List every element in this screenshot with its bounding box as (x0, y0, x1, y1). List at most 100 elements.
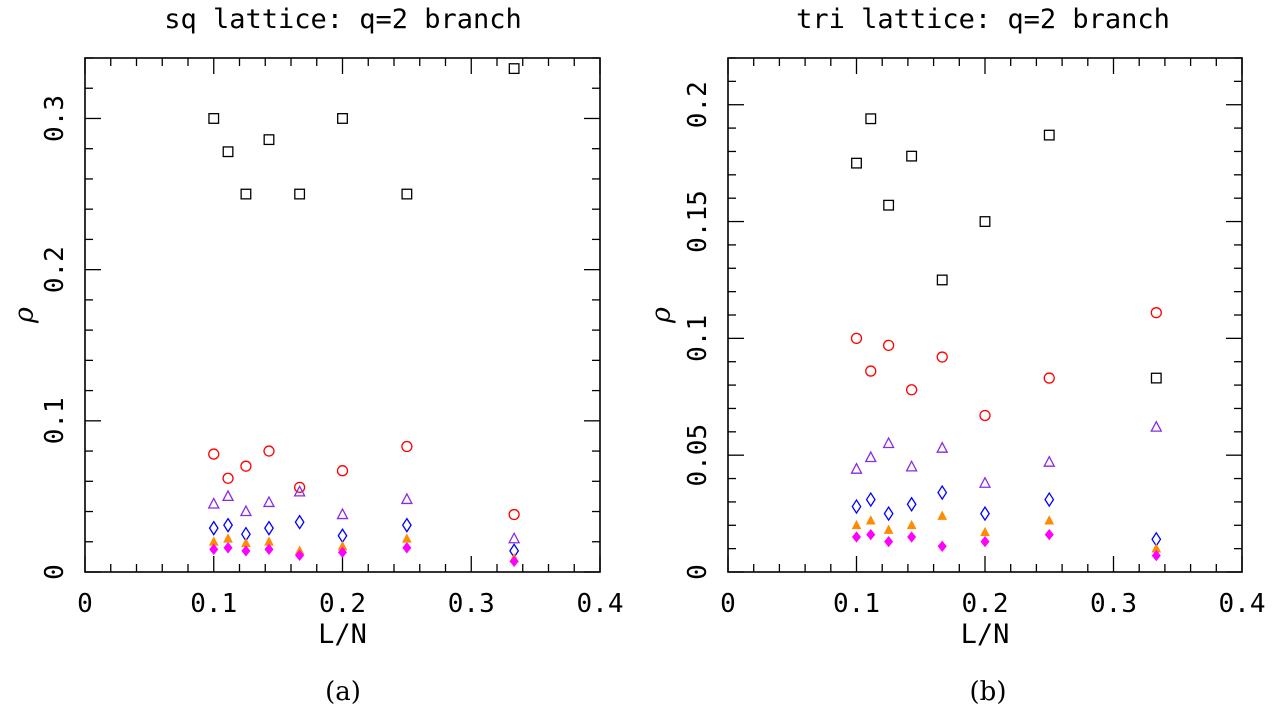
data-point-filled-diamond (1151, 550, 1161, 562)
data-point-open-square (1150, 372, 1162, 384)
data-point-open-triangle (293, 484, 306, 497)
data-point-open-circle (293, 481, 306, 493)
data-point-filled-triangle (937, 510, 948, 520)
chart-panel-b: 0 0.1 0.2 0.3 0.4 0 0.05 0.1 0.15 0.2 tri lattice:… (646, 4, 1265, 707)
series-open-diamond (208, 514, 520, 559)
series-open-circle (850, 307, 1162, 422)
x-tick-label: 0.1 (190, 589, 237, 619)
data-point-open-circle (401, 440, 413, 453)
x-tick-label: 0.2 (319, 589, 366, 619)
data-point-open-triangle (239, 504, 253, 517)
series-open-diamond (851, 484, 1162, 547)
data-point-open-square (906, 150, 918, 162)
series-filled-triangle (851, 510, 1162, 553)
data-point-open-circle (850, 332, 863, 345)
data-point-filled-triangle (865, 515, 876, 525)
data-point-open-circle (208, 448, 220, 460)
data-point-open-diamond (337, 528, 348, 544)
x-axis-label: L/N (318, 619, 367, 650)
x-axis-label: L/N (961, 619, 1010, 650)
data-point-filled-triangle (851, 519, 862, 530)
data-point-open-triangle (850, 462, 863, 474)
x-tick-label: 0.2 (962, 589, 1009, 619)
data-point-open-square (865, 113, 877, 125)
x-tick-label: 0 (720, 589, 736, 619)
data-point-open-triangle (336, 507, 349, 520)
data-point-filled-diamond (295, 549, 305, 562)
data-point-open-diamond (980, 505, 990, 522)
data-point-open-triangle (1043, 455, 1056, 467)
data-point-filled-triangle (1044, 515, 1055, 525)
data-point-filled-diamond (337, 546, 348, 558)
data-point-filled-triangle (402, 533, 412, 543)
y-tick-label: 0 (683, 564, 713, 580)
data-point-open-circle (1150, 307, 1162, 319)
series-open-triangle (850, 420, 1163, 488)
data-point-filled-diamond (884, 535, 894, 548)
data-point-filled-diamond (402, 542, 412, 554)
y-tick-label: 0.15 (683, 190, 713, 253)
chart-title: tri lattice: q=2 branch (796, 4, 1170, 35)
data-point-open-triangle (262, 495, 276, 508)
data-point-filled-diamond (907, 531, 917, 543)
chart-panel-a: 0 0.1 0.2 0.3 0.4 0 0.1 0.2 0.3 sq lattice: q=2 b… (9, 4, 623, 707)
data-point-open-square (263, 134, 275, 146)
x-tick-label: 0.1 (833, 589, 880, 619)
x-tick-label: 0.4 (1219, 589, 1266, 619)
data-point-filled-diamond (264, 543, 274, 555)
data-point-open-triangle (978, 476, 992, 488)
panel-label: (b) (970, 677, 1007, 707)
data-point-open-triangle (864, 450, 877, 463)
x-tick-label: 0.4 (577, 589, 624, 619)
data-point-open-triangle (936, 441, 949, 453)
data-point-open-square (337, 113, 348, 124)
data-point-open-triangle (400, 492, 413, 505)
data-point-open-circle (240, 460, 252, 472)
data-point-open-circle (336, 465, 349, 477)
y-tick-label: 0.2 (683, 81, 713, 128)
data-point-open-square (936, 274, 948, 286)
data-point-filled-triangle (980, 526, 990, 537)
data-point-open-circle (508, 508, 520, 521)
data-point-open-diamond (401, 517, 412, 533)
data-point-open-circle (222, 472, 234, 484)
data-point-open-circle (865, 365, 877, 377)
data-point-open-circle (905, 384, 918, 396)
data-point-open-square (222, 146, 234, 158)
data-point-open-square (883, 199, 895, 211)
data-point-filled-triangle (223, 533, 233, 543)
y-tick-label: 0.1 (40, 397, 70, 444)
data-point-open-diamond (906, 496, 917, 512)
data-point-open-triangle (1150, 420, 1163, 432)
data-point-open-square (401, 188, 413, 200)
series-open-square (208, 63, 520, 200)
data-point-open-triangle (221, 489, 235, 502)
data-point-filled-diamond (937, 540, 947, 552)
data-point-open-square (979, 216, 991, 227)
data-point-open-square (208, 113, 220, 124)
y-axis-label: ρ (9, 307, 40, 324)
data-point-open-square (1043, 129, 1055, 141)
series-open-circle (208, 440, 520, 521)
data-point-open-circle (882, 339, 895, 352)
data-point-filled-diamond (509, 555, 519, 568)
chart-title: sq lattice: q=2 branch (164, 4, 522, 35)
series-filled-diamond (851, 528, 1161, 562)
x-tick-label: 0.3 (448, 589, 495, 619)
x-tick-label: 0 (77, 589, 93, 619)
data-point-open-square (294, 188, 306, 200)
series-filled-diamond (209, 542, 519, 568)
data-point-filled-diamond (223, 542, 233, 554)
data-point-filled-diamond (209, 543, 219, 555)
data-point-open-diamond (865, 491, 876, 508)
series-open-square (851, 113, 1162, 384)
data-point-open-square (508, 63, 520, 75)
data-point-filled-diamond (241, 545, 251, 557)
data-point-open-triangle (882, 436, 895, 449)
data-point-filled-diamond (851, 531, 862, 543)
y-axis-label: ρ (646, 307, 677, 324)
data-point-open-square (851, 157, 862, 169)
data-point-open-triangle (508, 531, 521, 544)
data-point-open-triangle (207, 497, 220, 509)
